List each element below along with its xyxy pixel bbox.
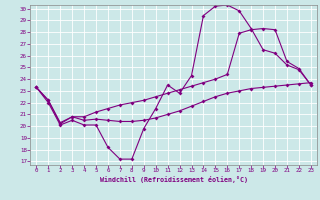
X-axis label: Windchill (Refroidissement éolien,°C): Windchill (Refroidissement éolien,°C) (100, 176, 248, 183)
